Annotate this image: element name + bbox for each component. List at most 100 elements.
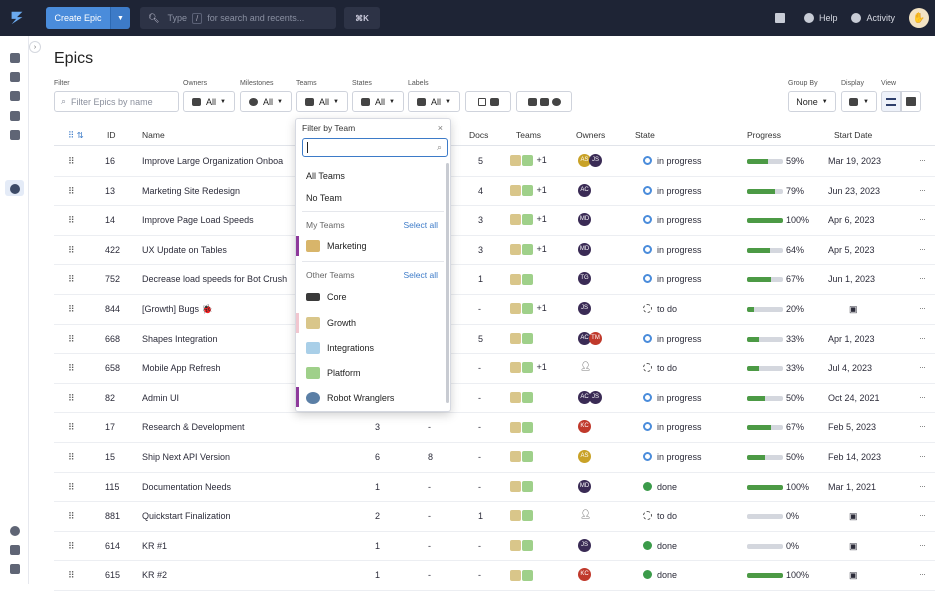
owner-avatar[interactable]: AS	[578, 450, 591, 463]
team-icons[interactable]: +1	[510, 362, 547, 374]
labels-filter-dropdown[interactable]: All ▼	[408, 91, 460, 112]
user-avatar[interactable]: ✋	[909, 8, 929, 28]
header-id[interactable]: ID	[107, 130, 116, 140]
calendar-icon[interactable]: ▣	[849, 570, 858, 581]
drag-handle-icon[interactable]: ⠿	[68, 481, 75, 492]
state-cell[interactable]: to do	[643, 304, 677, 314]
collapse-sidebar-chevron-icon[interactable]: ›	[29, 41, 41, 53]
calendar-icon[interactable]: ▣	[849, 540, 858, 551]
owner-avatar[interactable]: AC	[578, 390, 591, 404]
table-row[interactable]: ⠿ 14 Improve Page Load Speeds 3 +1 MD in…	[54, 206, 935, 236]
command-shortcut-button[interactable]: ⌘K	[344, 7, 380, 29]
search-input[interactable]: 🔍︎ Type / for search and recents...	[140, 7, 336, 29]
popup-scrollbar[interactable]	[446, 163, 449, 403]
drag-handle-icon[interactable]: ⠿	[68, 304, 75, 314]
my-teams-select-all[interactable]: Select all	[403, 220, 439, 230]
create-dropdown-chevron-icon[interactable]: ▼	[110, 7, 130, 29]
epic-name-link[interactable]: Documentation Needs	[142, 481, 232, 492]
drag-handle-icon[interactable]: ⠿	[68, 244, 75, 255]
epic-name-link[interactable]: Admin UI	[142, 392, 180, 403]
more-options-icon[interactable]: ···	[919, 421, 926, 432]
epic-name-link[interactable]: Marketing Site Redesign	[142, 185, 241, 196]
table-row[interactable]: ⠿ 615 KR #2 1 - - KC done 100% ▣ ···	[54, 561, 935, 591]
owner-avatar[interactable]: KC	[578, 420, 591, 434]
team-option-growth[interactable]: Growth	[306, 317, 356, 329]
owner-avatar[interactable]: TG	[578, 272, 591, 286]
more-options-icon[interactable]: ···	[919, 214, 926, 225]
state-cell[interactable]: done	[643, 481, 677, 492]
drag-handle-icon[interactable]: ⠿	[68, 363, 75, 374]
more-options-icon[interactable]: ···	[919, 243, 926, 254]
team-icons[interactable]	[510, 480, 534, 492]
epic-name-link[interactable]: Mobile App Refresh	[142, 363, 221, 374]
create-epic-button[interactable]: Create Epic ▼	[46, 7, 130, 29]
state-cell[interactable]: done	[643, 570, 677, 580]
table-row[interactable]: ⠿ 13 Marketing Site Redesign 4 +1 AC in …	[54, 177, 935, 207]
header-progress[interactable]: Progress	[747, 130, 782, 140]
header-teams[interactable]: Teams	[516, 130, 542, 140]
team-icons[interactable]	[510, 510, 534, 522]
team-icons[interactable]	[510, 273, 534, 285]
sort-icon[interactable]: ⠿ ⇅	[68, 130, 84, 140]
state-cell[interactable]: to do	[643, 511, 677, 521]
settings-icon[interactable]	[10, 526, 20, 536]
more-options-icon[interactable]: ···	[919, 451, 926, 461]
owner-avatar[interactable]: JS	[589, 390, 602, 404]
table-row[interactable]: ⠿ 82 Admin UI - AC JS in progress 50% Oct…	[54, 384, 935, 414]
drag-handle-icon[interactable]: ⠿	[68, 156, 75, 166]
option-no-team[interactable]: No Team	[306, 193, 342, 203]
table-view-button[interactable]	[881, 91, 901, 112]
more-options-icon[interactable]: ···	[919, 569, 926, 580]
epics-icon[interactable]	[10, 91, 20, 101]
unassigned-person-icon[interactable]: 👤︎	[580, 361, 592, 372]
team-option-core[interactable]: Core	[306, 292, 347, 302]
table-row[interactable]: ⠿ 115 Documentation Needs 1 - - MD done …	[54, 473, 935, 503]
owner-avatar[interactable]: AS	[578, 154, 591, 167]
table-row[interactable]: ⠿ 15 Ship Next API Version 6 8 - AS in p…	[54, 443, 935, 473]
header-docs[interactable]: Docs	[469, 130, 489, 140]
more-options-icon[interactable]: ···	[919, 155, 926, 165]
drag-handle-icon[interactable]: ⠿	[68, 215, 75, 226]
state-cell[interactable]: done	[643, 540, 677, 551]
unassigned-person-icon[interactable]: 👤︎	[580, 509, 592, 520]
header-name[interactable]: Name	[142, 130, 165, 140]
home-icon[interactable]	[10, 53, 20, 63]
team-option-marketing[interactable]: Marketing	[306, 240, 367, 252]
teams-filter-dropdown[interactable]: All ▼	[296, 91, 348, 112]
epic-name-link[interactable]: KR #1	[142, 540, 168, 551]
more-options-icon[interactable]: ···	[919, 273, 926, 284]
app-logo[interactable]	[8, 9, 26, 27]
owner-avatar[interactable]: TM	[589, 331, 602, 345]
drag-handle-icon[interactable]: ⠿	[68, 540, 75, 551]
epic-name-link[interactable]: Improve Page Load Speeds	[142, 215, 254, 226]
epic-name-link[interactable]: Decrease load speeds for Bot Crush	[142, 274, 288, 285]
team-icons[interactable]	[510, 391, 534, 403]
team-icons[interactable]: +1	[510, 244, 547, 255]
table-row[interactable]: ⠿ 668 Shapes Integration 5 AC TM in progr…	[54, 325, 935, 355]
state-cell[interactable]: in progress	[643, 392, 702, 403]
more-options-icon[interactable]: ···	[919, 391, 926, 402]
owner-avatar[interactable]: AC	[578, 183, 591, 197]
owner-avatar[interactable]: MD	[578, 213, 591, 227]
invite-user-icon[interactable]	[10, 564, 20, 574]
epic-name-link[interactable]: Research & Development	[142, 422, 245, 433]
team-option-platform[interactable]: Platform	[306, 367, 361, 379]
drag-handle-icon[interactable]: ⠿	[68, 185, 75, 196]
owner-avatar[interactable]: MD	[578, 242, 591, 256]
state-cell[interactable]: in progress	[643, 156, 702, 166]
states-filter-dropdown[interactable]: All ▼	[352, 91, 404, 112]
drag-handle-icon[interactable]: ⠿	[68, 274, 75, 285]
create-epic-label[interactable]: Create Epic	[46, 7, 110, 29]
more-options-icon[interactable]: ···	[919, 332, 926, 343]
team-icons[interactable]	[510, 451, 534, 463]
activity-button[interactable]: Activity	[851, 13, 895, 23]
table-row[interactable]: ⠿ 16 Improve Large Organization Onboa 5 …	[54, 147, 935, 177]
milestones-filter-dropdown[interactable]: All ▼	[240, 91, 292, 112]
other-teams-select-all[interactable]: Select all	[403, 270, 439, 280]
more-options-icon[interactable]: ···	[919, 480, 926, 491]
table-row[interactable]: ⠿ 17 Research & Development 3 - - KC in …	[54, 413, 935, 443]
more-options-icon[interactable]: ···	[919, 362, 926, 373]
owner-avatar[interactable]: KC	[578, 568, 591, 582]
state-cell[interactable]: in progress	[643, 185, 702, 196]
state-cell[interactable]: in progress	[643, 274, 702, 284]
